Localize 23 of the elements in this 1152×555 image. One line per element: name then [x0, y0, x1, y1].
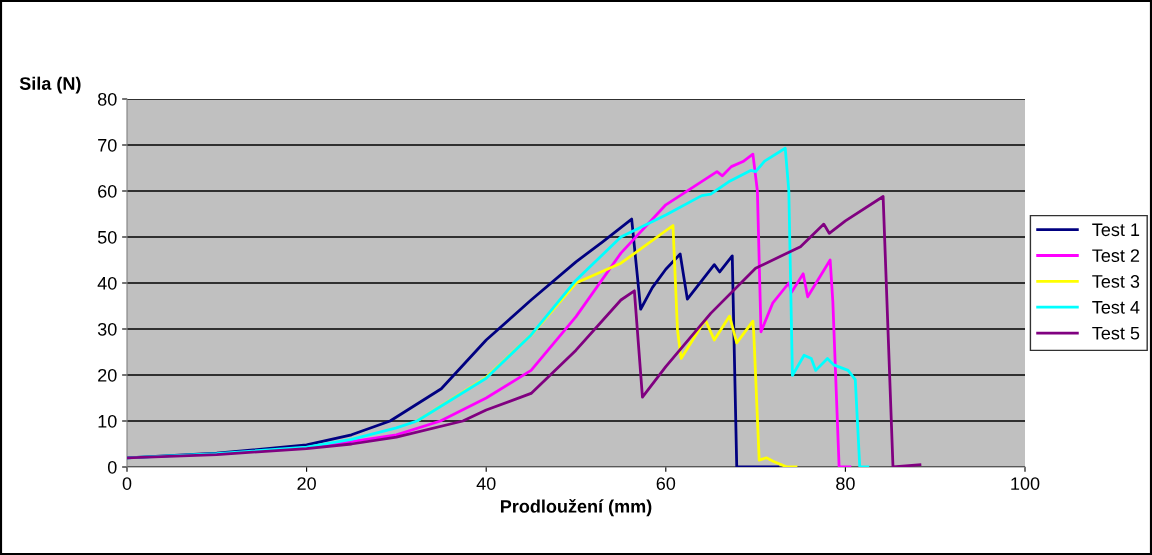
y-tick-label: 10	[98, 414, 117, 428]
legend-label: Test 4	[1092, 301, 1140, 314]
x-tick-label: 0	[122, 477, 132, 490]
line-series	[127, 195, 922, 467]
legend-label: Test 3	[1092, 275, 1140, 288]
y-axis-title: Sila (N)	[19, 76, 81, 94]
y-tick-label: 80	[97, 92, 117, 106]
y-tick-label: 0	[107, 460, 117, 474]
y-tick-label: 60	[98, 184, 117, 198]
x-tick-label: 60	[656, 477, 676, 490]
legend-label: Test 5	[1092, 326, 1140, 340]
legend-label: Test 2	[1092, 249, 1140, 262]
y-tick-label: 70	[98, 138, 117, 152]
y-tick-label: 20	[98, 368, 117, 382]
x-tick-label: 80	[836, 477, 855, 490]
legend-label: Test 1	[1092, 223, 1140, 237]
x-tick-label: 100	[1011, 477, 1040, 490]
x-axis-title: Prodloužení (mm)	[500, 499, 652, 517]
y-tick-label: 30	[97, 322, 117, 336]
x-tick-label: 20	[297, 477, 316, 490]
y-tick-label: 50	[97, 230, 117, 244]
x-tick-label: 40	[476, 477, 496, 490]
y-tick-label: 40	[97, 276, 117, 290]
